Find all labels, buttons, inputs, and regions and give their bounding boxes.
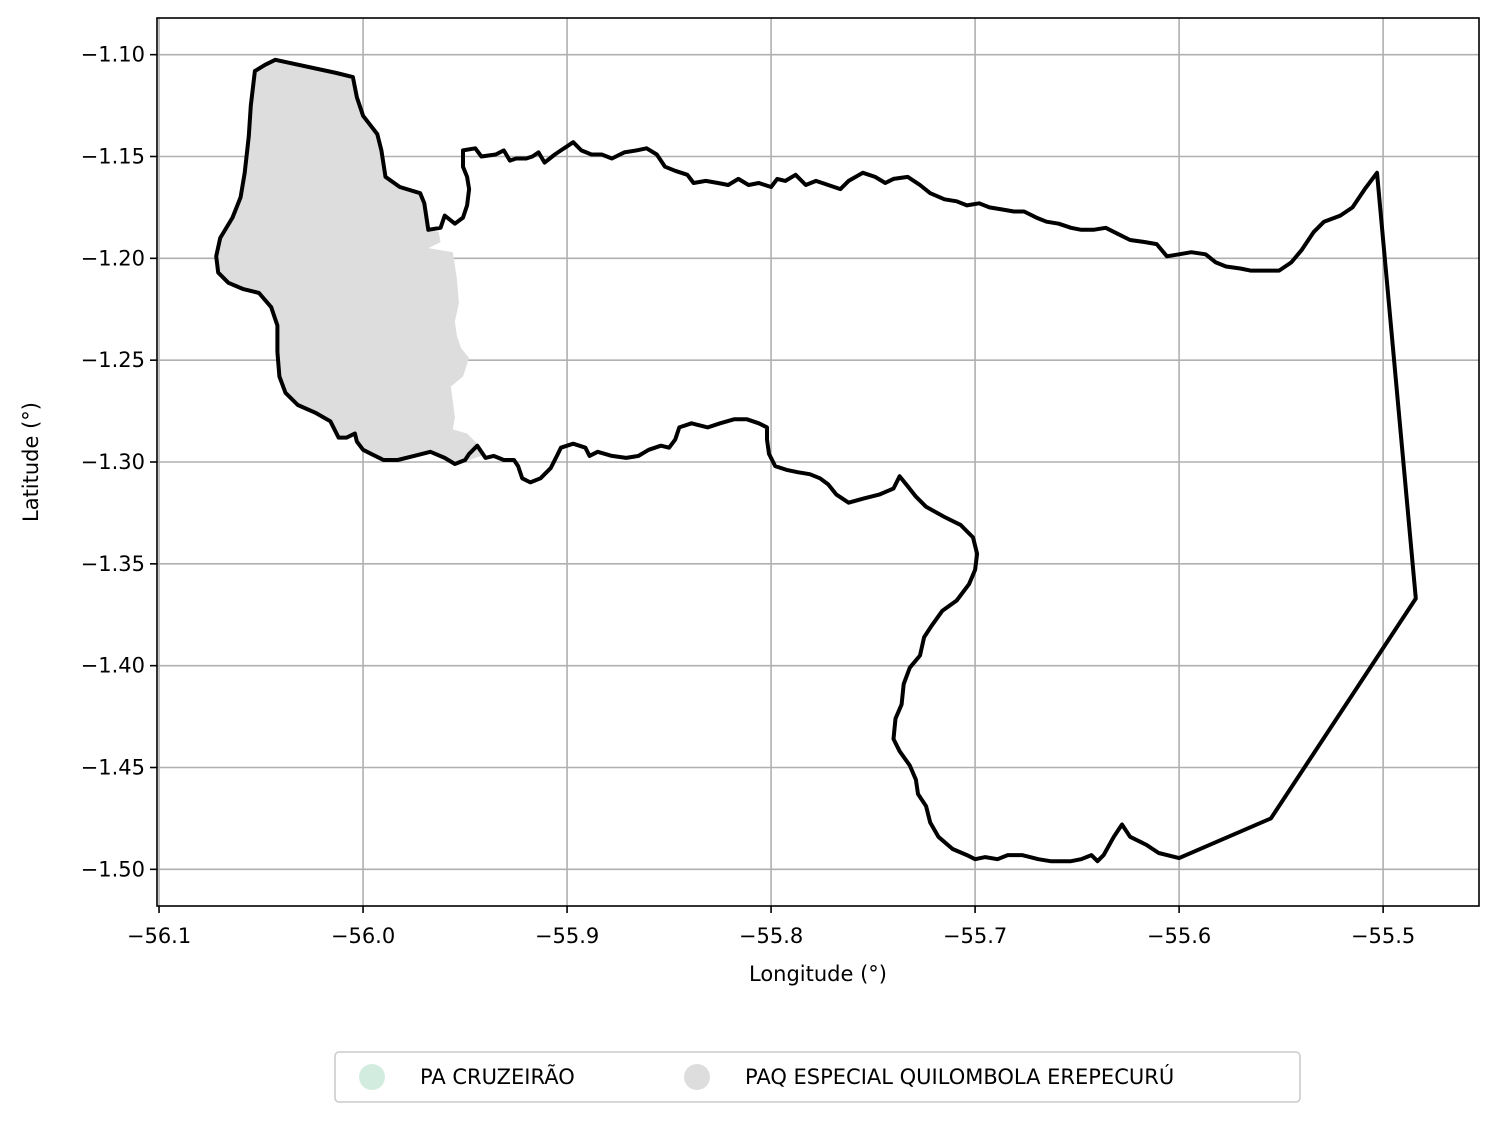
legend-marker-paq-especial — [684, 1064, 710, 1090]
x-axis-ticks: −56.1 −56.0 −55.9 −55.8 −55.7 −55.6 −55.5 — [127, 906, 1415, 948]
y-tick-label: −1.30 — [81, 450, 145, 474]
paq-especial-quilombola-area — [216, 59, 482, 465]
x-tick-label: −55.7 — [943, 924, 1007, 948]
y-tick-label: −1.15 — [81, 144, 145, 168]
legend-label-paq-especial: PAQ ESPECIAL QUILOMBOLA EREPECURÚ — [745, 1064, 1174, 1089]
x-tick-label: −55.9 — [535, 924, 599, 948]
y-tick-label: −1.40 — [81, 654, 145, 678]
map-layers — [214, 57, 1418, 864]
legend-label-pa-cruzeirao: PA CRUZEIRÃO — [420, 1063, 575, 1089]
x-tick-label: −56.0 — [331, 924, 395, 948]
y-tick-label: −1.50 — [81, 857, 145, 881]
y-axis-ticks: −1.10 −1.15 −1.20 −1.25 −1.30 −1.35 −1.40 −1.45… — [81, 43, 157, 881]
x-tick-label: −55.8 — [739, 924, 803, 948]
y-tick-label: −1.20 — [81, 246, 145, 270]
y-axis-label: Latitude (°) — [19, 402, 43, 522]
x-tick-label: −55.5 — [1351, 924, 1415, 948]
legend: PA CRUZEIRÃO PAQ ESPECIAL QUILOMBOLA ERE… — [334, 1051, 1301, 1103]
y-tick-label: −1.10 — [81, 43, 145, 67]
legend-frame — [334, 1051, 1301, 1103]
pa-cruzeirao-boundary — [214, 57, 1418, 864]
x-axis-label: Longitude (°) — [749, 962, 887, 986]
y-tick-label: −1.35 — [81, 552, 145, 576]
x-tick-label: −55.6 — [1147, 924, 1211, 948]
y-tick-label: −1.45 — [81, 756, 145, 780]
legend-marker-pa-cruzeirao — [359, 1064, 385, 1090]
x-tick-label: −56.1 — [127, 924, 191, 948]
y-tick-label: −1.25 — [81, 348, 145, 372]
